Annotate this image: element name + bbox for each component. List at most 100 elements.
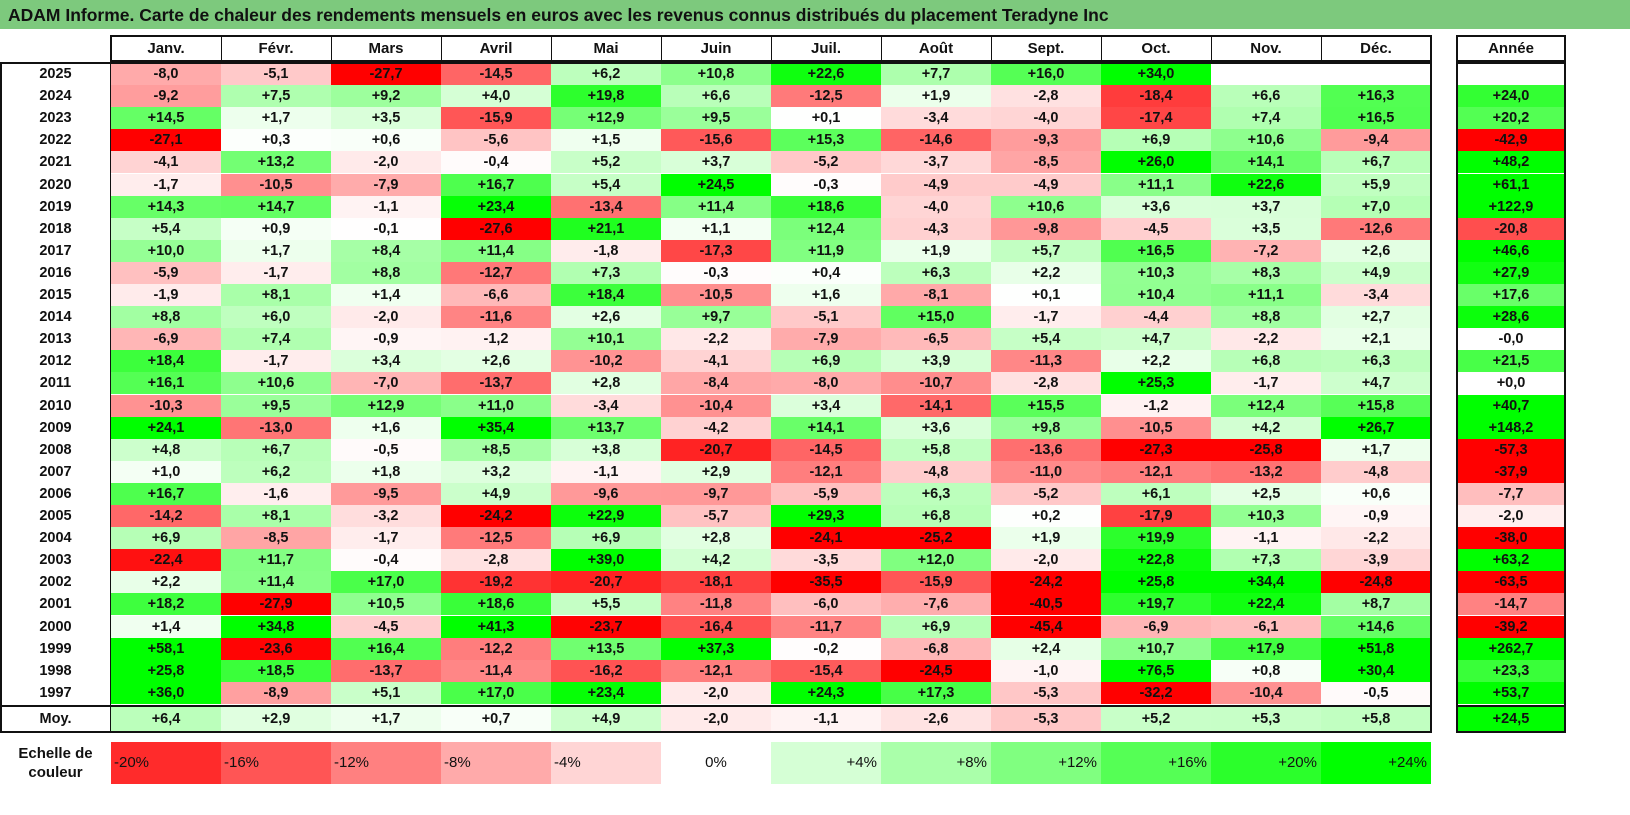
heatmap-cell: +1,7 <box>1321 438 1431 461</box>
heatmap-cell: +14,7 <box>221 195 331 218</box>
year-label: 2001 <box>39 596 72 613</box>
heatmap-cell: -12,5 <box>441 527 551 550</box>
average-cell: +1,7 <box>331 707 441 732</box>
heatmap-cell: +12,4 <box>1211 394 1321 417</box>
heatmap-cell: +2,2 <box>111 571 221 594</box>
heatmap-cell: +2,6 <box>441 350 551 373</box>
year-label: 2013 <box>39 331 72 348</box>
heatmap-cell: -0,5 <box>1321 681 1431 704</box>
annual-header: Année <box>1488 40 1534 57</box>
heatmap-cell: +19,8 <box>551 85 661 108</box>
heatmap-cell: +6,0 <box>221 306 331 329</box>
annual-cell: +28,6 <box>1457 306 1565 329</box>
heatmap-cell: +12,9 <box>551 107 661 130</box>
month-header: Août <box>918 40 954 57</box>
heatmap-cell: -11,3 <box>991 350 1101 373</box>
heatmap-cell: +76,5 <box>1101 659 1211 682</box>
heatmap-cell: -11,4 <box>441 659 551 682</box>
average-cell: -1,1 <box>771 707 881 732</box>
heatmap-cell: -12,1 <box>661 659 771 682</box>
heatmap-cell: +16,4 <box>331 637 441 660</box>
heatmap-cell: -1,1 <box>551 460 661 483</box>
heatmap-cell: +15,0 <box>881 306 991 329</box>
heatmap-cell: -2,0 <box>991 549 1101 572</box>
average-cell: +2,9 <box>221 707 331 732</box>
heatmap-cell: +10,6 <box>1211 129 1321 152</box>
heatmap-cell: +21,1 <box>551 217 661 240</box>
heatmap-cell: -27,7 <box>331 63 441 86</box>
heatmap-cell: -27,6 <box>441 217 551 240</box>
heatmap-cell: -20,7 <box>661 438 771 461</box>
heatmap-cell: +7,3 <box>1211 549 1321 572</box>
heatmap-cell: +2,2 <box>991 261 1101 284</box>
heatmap-cell: +16,5 <box>1101 239 1211 262</box>
heatmap-cell: -27,1 <box>111 129 221 152</box>
heatmap-cell: +11,0 <box>441 394 551 417</box>
heatmap-cell: +6,9 <box>881 615 991 638</box>
heatmap-cell: +34,0 <box>1101 63 1211 86</box>
heatmap-cell: +3,4 <box>771 394 881 417</box>
heatmap-cell: -4,5 <box>1101 217 1211 240</box>
heatmap-cell: +6,6 <box>1211 85 1321 108</box>
heatmap-cell: +11,9 <box>771 239 881 262</box>
heatmap-cell: -7,2 <box>1211 239 1321 262</box>
annual-cell: -14,7 <box>1457 593 1565 616</box>
heatmap-cell: +11,4 <box>661 195 771 218</box>
heatmap-cell: -0,9 <box>331 328 441 351</box>
heatmap-cell: -2,0 <box>661 681 771 704</box>
heatmap-cell: -11,7 <box>771 615 881 638</box>
heatmap-cell: -13,6 <box>991 438 1101 461</box>
heatmap-cell: -18,4 <box>1101 85 1211 108</box>
heatmap-cell: +9,5 <box>661 107 771 130</box>
heatmap-cell: -10,7 <box>881 372 991 395</box>
month-header: Avril <box>479 40 513 57</box>
heatmap-cell: -8,1 <box>881 284 991 307</box>
year-label: 1998 <box>39 662 72 679</box>
heatmap-cell: +10,8 <box>661 63 771 86</box>
annual-cell: +63,2 <box>1457 549 1565 572</box>
year-label: 2006 <box>39 485 72 502</box>
year-label: 1999 <box>39 640 72 657</box>
heatmap-cell: +2,7 <box>1321 306 1431 329</box>
heatmap-cell: +3,5 <box>331 107 441 130</box>
heatmap-cell: -3,9 <box>1321 549 1431 572</box>
heatmap-cell: +36,0 <box>111 681 221 704</box>
annual-cell: +21,5 <box>1457 350 1565 373</box>
heatmap-cell: -5,2 <box>771 151 881 174</box>
heatmap-cell: +14,5 <box>111 107 221 130</box>
heatmap-cell: +1,7 <box>221 107 331 130</box>
heatmap-cell: -4,2 <box>661 416 771 439</box>
color-scale-step: -4% <box>551 742 661 784</box>
heatmap-cell: +6,9 <box>111 527 221 550</box>
year-label: 2017 <box>39 242 72 259</box>
heatmap-cell: +30,4 <box>1321 659 1431 682</box>
heatmap-cell: -1,1 <box>331 195 441 218</box>
annual-cell: +48,2 <box>1457 151 1565 174</box>
heatmap-cell: +13,7 <box>551 416 661 439</box>
heatmap-cell: +6,7 <box>1321 151 1431 174</box>
heatmap-cell: +7,5 <box>221 85 331 108</box>
heatmap-cell: +25,8 <box>1101 571 1211 594</box>
heatmap-cell: -24,1 <box>771 527 881 550</box>
heatmap-cell: -14,6 <box>881 129 991 152</box>
heatmap-cell: -9,3 <box>991 129 1101 152</box>
month-header: Juil. <box>810 40 841 57</box>
heatmap-cell: +14,1 <box>771 416 881 439</box>
heatmap-cell: +11,1 <box>1211 284 1321 307</box>
year-label: 2022 <box>39 132 72 149</box>
heatmap-cell: +13,5 <box>551 637 661 660</box>
heatmap-cell: +10,0 <box>111 239 221 262</box>
heatmap-cell: +22,8 <box>1101 549 1211 572</box>
heatmap-cell: +6,9 <box>551 527 661 550</box>
heatmap-cell <box>1321 63 1431 86</box>
heatmap-cell: +24,5 <box>661 173 771 196</box>
heatmap-cell: +14,6 <box>1321 615 1431 638</box>
month-header: Mai <box>593 40 619 57</box>
heatmap-cell: -5,1 <box>771 306 881 329</box>
heatmap-cell: -12,5 <box>771 85 881 108</box>
year-label: 2010 <box>39 397 72 414</box>
heatmap-cell: -24,5 <box>881 659 991 682</box>
heatmap-cell: +2,6 <box>551 306 661 329</box>
annual-cell: -2,0 <box>1457 505 1565 528</box>
annual-cell: +46,6 <box>1457 239 1565 262</box>
